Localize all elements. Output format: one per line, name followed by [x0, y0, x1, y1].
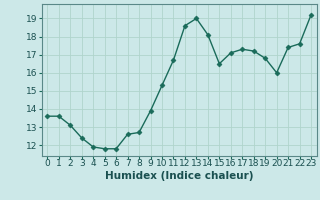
X-axis label: Humidex (Indice chaleur): Humidex (Indice chaleur) — [105, 171, 253, 181]
